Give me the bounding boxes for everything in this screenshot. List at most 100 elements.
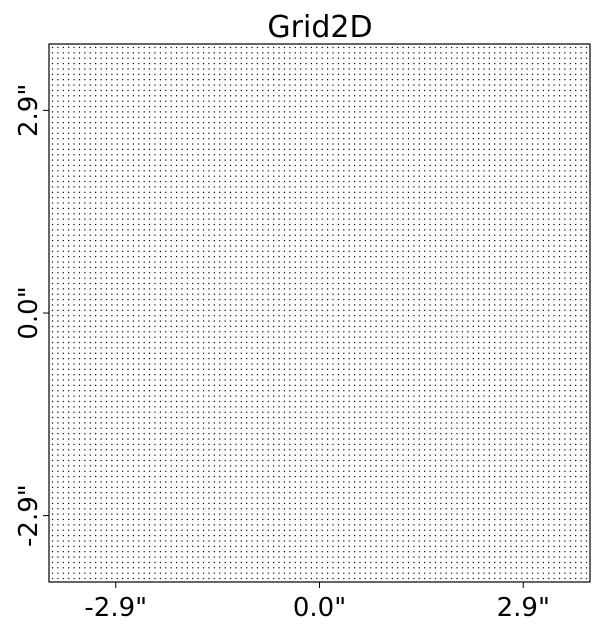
grid-point: [127, 325, 129, 328]
grid-point: [585, 422, 588, 424]
grid-point: [310, 481, 313, 483]
grid-point: [580, 502, 582, 505]
grid-point: [219, 433, 221, 435]
grid-point: [375, 561, 377, 564]
grid-point: [558, 454, 561, 456]
grid-point: [100, 325, 102, 328]
grid-point: [229, 433, 232, 435]
grid-point: [499, 540, 501, 542]
grid-point: [78, 497, 81, 499]
grid-point: [364, 427, 366, 429]
grid-point: [407, 438, 410, 440]
grid-point: [564, 561, 566, 564]
grid-point: [278, 454, 280, 456]
grid-point: [235, 524, 237, 526]
grid-point: [548, 331, 550, 333]
grid-point: [332, 513, 334, 515]
grid-point: [321, 529, 323, 531]
grid-point: [132, 508, 135, 510]
grid-point: [407, 331, 410, 333]
grid-point: [391, 400, 393, 403]
grid-point: [240, 524, 242, 526]
grid-point: [526, 341, 528, 344]
grid-point: [542, 443, 544, 446]
grid-point: [375, 320, 377, 322]
grid-point: [343, 384, 345, 387]
grid-point: [73, 572, 75, 574]
grid-point: [353, 567, 356, 569]
grid-point: [116, 449, 118, 451]
grid-point: [397, 567, 399, 569]
grid-point: [569, 454, 571, 456]
grid-point: [208, 470, 210, 472]
grid-point: [402, 545, 404, 547]
grid-point: [585, 368, 588, 370]
grid-point: [289, 572, 291, 574]
grid-point: [219, 486, 221, 488]
grid-point: [224, 438, 226, 440]
grid-point: [521, 320, 523, 322]
grid-point: [424, 416, 426, 419]
grid-point: [127, 422, 129, 424]
grid-point: [353, 524, 356, 526]
grid-point: [68, 384, 70, 387]
grid-point: [386, 502, 388, 505]
grid-point: [564, 368, 566, 370]
grid-point: [181, 422, 183, 424]
grid-point: [240, 325, 242, 328]
grid-point: [62, 320, 64, 322]
grid-point: [100, 331, 102, 333]
grid-point: [510, 422, 512, 424]
grid-point: [391, 325, 393, 328]
grid-point: [305, 481, 307, 483]
grid-point: [273, 459, 275, 462]
grid-point: [51, 384, 54, 387]
grid-point: [488, 331, 490, 333]
grid-point: [138, 320, 140, 322]
grid-point: [310, 486, 313, 488]
grid-point: [558, 524, 561, 526]
grid-point: [321, 470, 323, 472]
grid-point: [353, 352, 356, 354]
grid-point: [127, 454, 129, 456]
grid-point: [316, 320, 318, 322]
grid-point: [548, 513, 550, 515]
grid-point: [478, 459, 480, 462]
grid-point: [143, 535, 145, 537]
grid-point: [175, 577, 178, 580]
grid-point: [310, 347, 313, 349]
grid-point: [321, 400, 323, 403]
grid-point: [57, 545, 59, 547]
grid-point: [321, 492, 323, 494]
grid-point: [100, 390, 102, 392]
grid-point: [494, 497, 496, 499]
grid-point: [300, 357, 302, 360]
grid-point: [181, 368, 183, 370]
grid-point: [202, 374, 205, 376]
grid-point: [186, 384, 188, 387]
grid-point: [229, 502, 232, 505]
grid-point: [170, 427, 172, 429]
grid-point: [585, 465, 588, 467]
grid-point: [122, 572, 124, 574]
grid-point: [353, 433, 356, 435]
grid-point: [461, 465, 464, 467]
grid-point: [262, 422, 264, 424]
grid-point: [391, 406, 393, 408]
grid-point: [278, 497, 280, 499]
grid-point: [445, 416, 447, 419]
grid-point: [186, 524, 188, 526]
grid-point: [375, 336, 377, 338]
grid-point: [580, 357, 582, 360]
grid-point: [208, 395, 210, 397]
grid-point: [353, 449, 356, 451]
grid-point: [521, 384, 523, 387]
grid-point: [68, 481, 70, 483]
grid-point: [332, 400, 334, 403]
grid-point: [499, 518, 501, 521]
grid-point: [515, 513, 517, 515]
grid-point: [391, 427, 393, 429]
grid-point: [521, 518, 523, 521]
grid-point: [105, 529, 108, 531]
grid-point: [510, 497, 512, 499]
